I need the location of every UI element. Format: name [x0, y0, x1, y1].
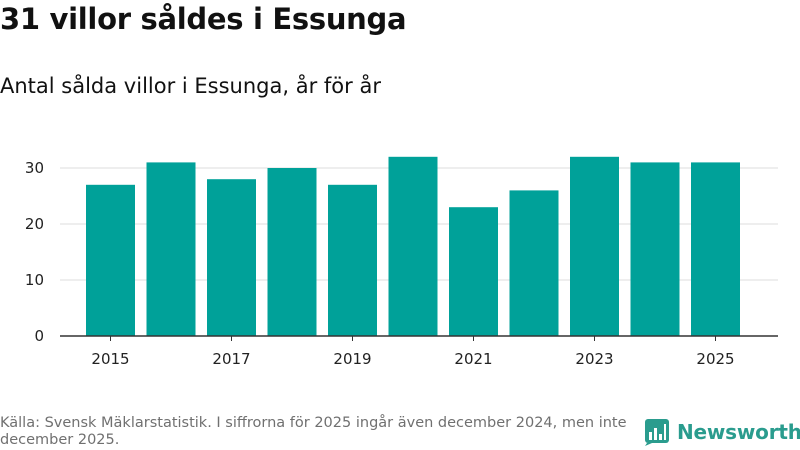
brand-name: Newsworthy: [677, 420, 800, 444]
bar-2020: [388, 156, 438, 336]
axes: [60, 335, 778, 341]
x-tick-label: 2025: [696, 350, 734, 368]
x-tick-label: 2021: [454, 350, 492, 368]
bar-2016: [146, 162, 196, 336]
bar-2019: [328, 184, 377, 336]
source-footnote: Källa: Svensk Mäklarstatistik. I siffror…: [0, 415, 627, 448]
y-tick-label: 20: [25, 215, 44, 233]
bar-2023: [570, 156, 619, 336]
bar-series: [86, 156, 740, 336]
x-tick-label: 2015: [91, 350, 129, 368]
y-tick-label: 10: [25, 271, 44, 289]
bar-2017: [207, 179, 256, 336]
bar-2024: [630, 162, 680, 336]
y-tick-label: 30: [25, 159, 44, 177]
bar-2022: [509, 190, 559, 336]
y-tick-label: 0: [34, 327, 44, 345]
bar-2015: [86, 184, 135, 336]
bar-2021: [449, 207, 498, 336]
x-tick-label: 2017: [212, 350, 250, 368]
bar-2025: [691, 162, 740, 336]
bar-2018: [267, 168, 317, 336]
x-tick-label: 2019: [333, 350, 371, 368]
chart-subtitle: Antal sålda villor i Essunga, år för år: [0, 74, 381, 98]
newsworthy-logo-icon: [645, 419, 669, 446]
x-tick-label: 2023: [575, 350, 613, 368]
tick-labels: 0 10 20 30 2015 2017 2019 2021 2023 2025: [25, 159, 735, 368]
brand-logo[interactable]: Newsworthy: [644, 418, 800, 446]
bar-chart: 0 10 20 30 2015 2017 2019 2021 2023 2025: [25, 156, 778, 368]
chart-title: 31 villor såldes i Essunga: [0, 2, 407, 36]
